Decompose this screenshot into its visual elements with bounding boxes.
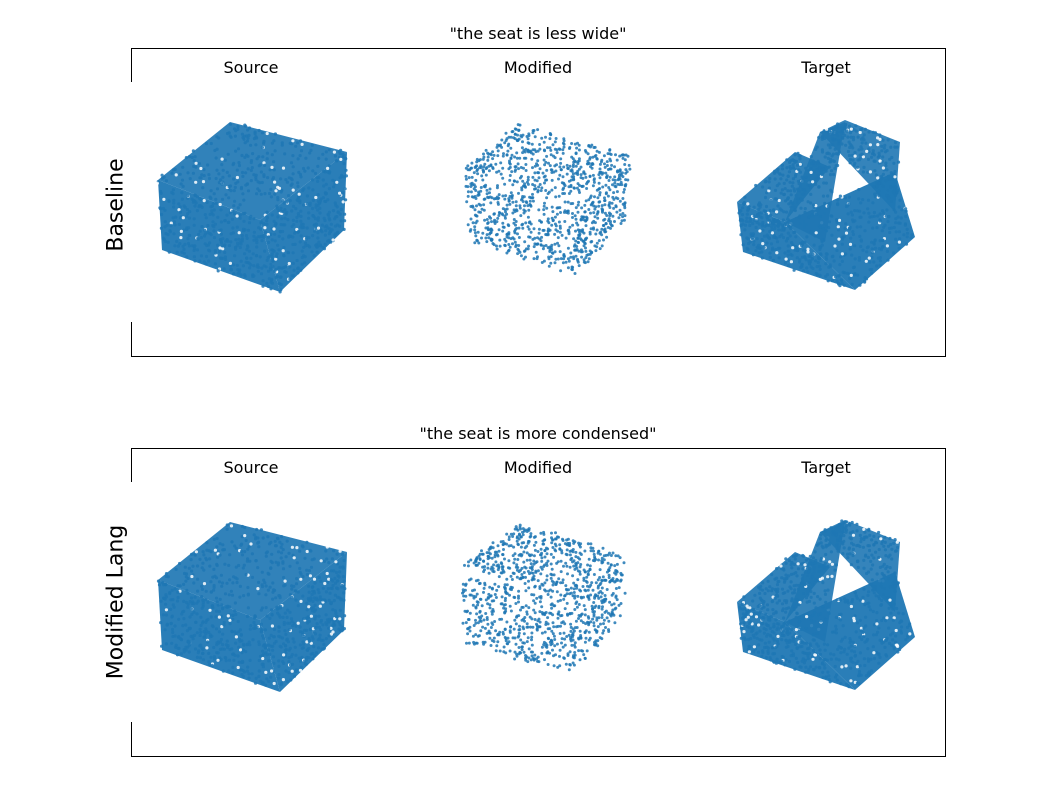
column-label-target: Target	[801, 58, 851, 77]
panel-title-modified-lang: "the seat is more condensed"	[419, 424, 657, 443]
frame-gap	[130, 82, 133, 322]
column-label-modified: Modified	[503, 458, 573, 477]
row-label-modified-lang: Modified Lang	[103, 524, 129, 680]
point-cloud-source-modified-lang	[150, 510, 360, 705]
column-label-target: Target	[801, 458, 851, 477]
row-label-baseline: Baseline	[103, 158, 129, 252]
column-label-modified: Modified	[503, 58, 573, 77]
frame-gap	[130, 482, 133, 722]
point-cloud-target-modified-lang	[725, 512, 925, 697]
point-cloud-modified-baseline	[450, 115, 640, 285]
panel-title-baseline: "the seat is less wide"	[449, 24, 627, 43]
column-label-source: Source	[223, 58, 279, 77]
point-cloud-source-baseline	[150, 110, 360, 305]
point-cloud-modified-modified-lang	[450, 515, 640, 685]
point-cloud-target-baseline	[725, 112, 925, 297]
column-label-source: Source	[223, 458, 279, 477]
